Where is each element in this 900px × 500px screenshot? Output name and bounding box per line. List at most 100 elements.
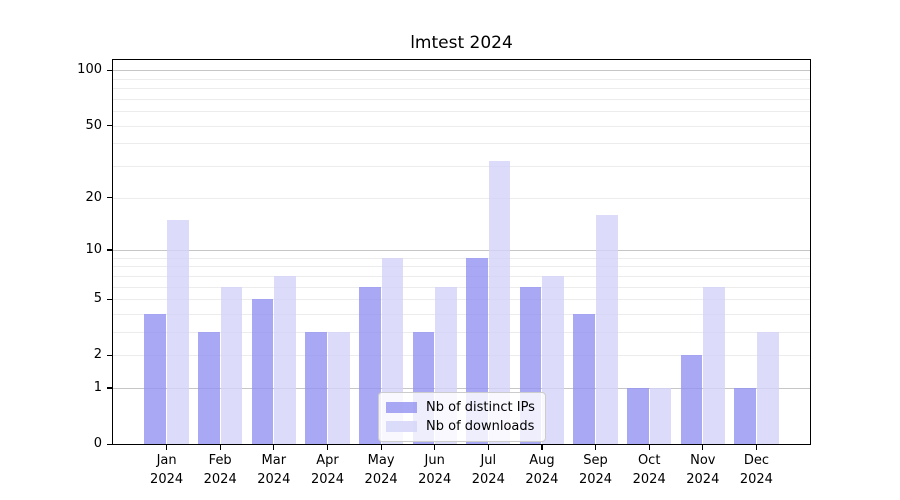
gridline-minor	[113, 98, 810, 100]
x-tick-month: Jul	[480, 453, 497, 468]
bar-downloads-jul	[488, 160, 511, 444]
gridline-minor	[113, 88, 810, 90]
bar-downloads-feb	[220, 286, 243, 444]
x-tick-month: Dec	[743, 453, 769, 468]
bar-downloads-apr	[328, 331, 350, 444]
x-tick-year: 2024	[471, 472, 505, 487]
gridline-minor	[113, 78, 810, 80]
y-tick-label: 20	[85, 189, 102, 205]
y-tick-label: 100	[77, 62, 102, 78]
bar-ips-oct	[627, 387, 649, 444]
x-tick-label: May 2024	[349, 451, 413, 489]
legend-entry-downloads: Nb of downloads	[386, 417, 537, 435]
x-tick-year: 2024	[525, 472, 559, 487]
x-tick-mark	[541, 445, 543, 450]
x-tick-mark	[326, 445, 329, 450]
y-tick-mark	[107, 197, 112, 199]
x-tick-label: Nov 2024	[671, 451, 735, 489]
x-tick-month: May	[367, 453, 395, 468]
x-tick-mark	[487, 445, 489, 450]
y-tick-mark	[107, 249, 112, 251]
x-tick-year: 2024	[632, 472, 666, 487]
y-tick-mark	[107, 125, 112, 127]
x-tick-month: Sep	[583, 453, 608, 468]
y-tick-mark	[107, 387, 112, 389]
y-tick-label: 1	[93, 379, 102, 395]
x-tick-label: Jan 2024	[135, 451, 199, 489]
legend-entry-distinct-ips: Nb of distinct IPs	[386, 398, 537, 416]
bar-downloads-aug	[542, 275, 565, 444]
x-tick-month: Jun	[424, 453, 445, 468]
bar-ips-sep	[573, 313, 595, 444]
x-tick-year: 2024	[150, 472, 184, 487]
y-tick-label: 10	[85, 241, 102, 257]
gridline-minor	[113, 125, 810, 127]
chart-title: lmtest 2024	[410, 33, 513, 53]
x-tick-mark	[648, 445, 650, 450]
x-tick-month: Mar	[261, 453, 287, 468]
legend-label-ips: Nb of distinct IPs	[426, 399, 535, 415]
x-tick-month: Apr	[316, 453, 339, 468]
gridline-minor	[113, 111, 810, 113]
gridline-minor	[113, 143, 810, 145]
x-tick-month: Feb	[208, 453, 232, 468]
y-tick-label: 2	[93, 347, 102, 363]
x-tick-label: Oct 2024	[617, 451, 681, 489]
x-tick-year: 2024	[739, 472, 773, 487]
x-tick-year: 2024	[686, 472, 720, 487]
gridline-minor	[113, 266, 810, 268]
y-tick-mark	[107, 443, 112, 445]
gridline-major	[113, 387, 810, 389]
x-tick-mark	[702, 445, 704, 450]
x-tick-mark	[380, 445, 382, 450]
x-tick-year: 2024	[310, 472, 345, 487]
x-tick-month: Oct	[637, 453, 661, 468]
legend: Nb of distinct IPs Nb of downloads	[378, 392, 546, 442]
legend-swatch-ips	[386, 401, 417, 413]
x-tick-year: 2024	[364, 472, 398, 487]
legend-label-downloads: Nb of downloads	[426, 418, 535, 434]
legend-swatch-downloads	[386, 420, 417, 432]
x-tick-mark	[434, 445, 436, 450]
x-tick-month: Jan	[156, 453, 177, 468]
x-tick-mark	[594, 445, 597, 450]
bar-ips-jan	[144, 313, 167, 444]
gridline-minor	[113, 166, 810, 167]
gridline-minor	[113, 313, 810, 315]
x-tick-label: Mar 2024	[242, 451, 306, 489]
bar-ips-feb	[198, 331, 220, 444]
y-tick-label: 0	[93, 436, 102, 451]
bar-ips-apr	[305, 331, 327, 444]
x-tick-label: Aug 2024	[510, 451, 574, 489]
x-tick-label: Jun 2024	[403, 451, 467, 489]
y-tick-label: 5	[93, 291, 102, 306]
y-tick-mark	[107, 298, 112, 300]
x-tick-label: Feb 2024	[188, 451, 252, 489]
x-tick-mark	[273, 445, 275, 450]
gridline-minor	[113, 197, 810, 199]
gridline-minor	[113, 355, 810, 357]
bar-downloads-sep	[596, 214, 618, 444]
bar-ips-mar	[251, 299, 274, 444]
x-tick-label: Sep 2024	[564, 451, 628, 489]
x-tick-label: Apr 2024	[296, 451, 360, 489]
x-tick-mark	[219, 445, 221, 450]
x-tick-year: 2024	[257, 472, 291, 487]
bar-downloads-oct	[649, 387, 672, 444]
x-tick-label: Jul 2024	[456, 451, 520, 489]
x-tick-month: Nov	[690, 453, 716, 468]
bar-downloads-nov	[703, 286, 725, 444]
bar-ips-nov	[680, 355, 703, 444]
x-tick-mark	[755, 445, 758, 450]
bar-ips-dec	[734, 387, 756, 444]
bar-downloads-mar	[274, 275, 296, 444]
bar-downloads-jan	[167, 219, 189, 444]
x-tick-year: 2024	[578, 472, 613, 487]
bar-downloads-dec	[756, 331, 779, 444]
gridline-minor	[113, 275, 810, 277]
y-tick-mark	[107, 69, 112, 72]
x-tick-year: 2024	[203, 472, 237, 487]
gridline-major	[113, 70, 810, 72]
gridline-major	[113, 249, 810, 251]
